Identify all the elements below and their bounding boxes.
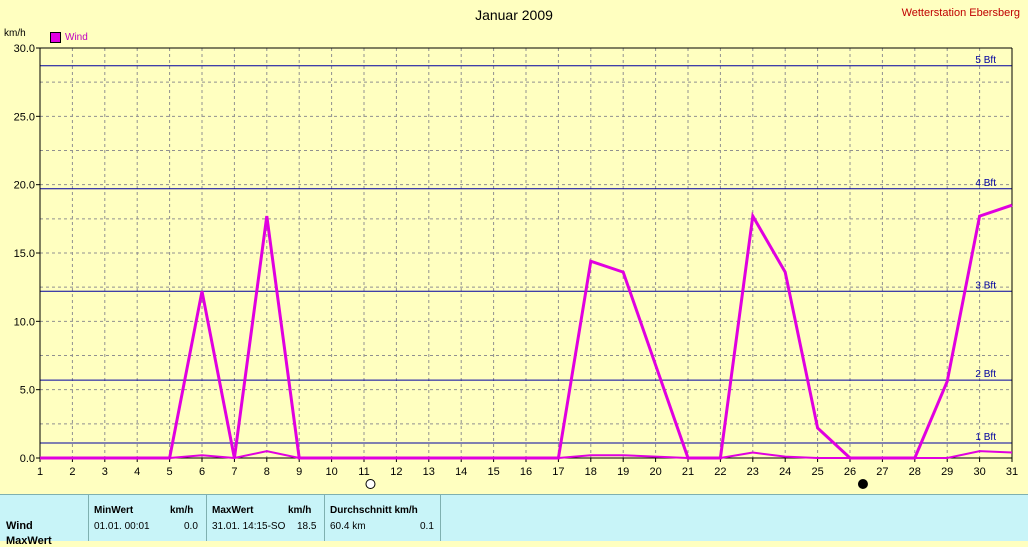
y-tick-label: 5.0 [20, 385, 35, 397]
legend-swatch [50, 32, 61, 43]
x-tick-label: 31 [1006, 466, 1018, 478]
x-tick-label: 2 [69, 466, 75, 478]
max-date: 31.01. 14:15-SO [212, 521, 286, 532]
y-axis-unit: km/h [4, 28, 26, 39]
series-line [40, 450, 1013, 460]
x-tick-label: 30 [973, 466, 985, 478]
legend-label: Wind [65, 32, 88, 43]
header-maxwert: MaxWert [212, 505, 254, 516]
max-value: 18.5 [297, 521, 317, 532]
x-tick-label: 10 [325, 466, 337, 478]
header-minwert: MinWert [94, 505, 134, 516]
x-tick-label: 16 [520, 466, 532, 478]
x-tick-label: 23 [747, 466, 759, 478]
x-tick-label: 12 [390, 466, 402, 478]
beaufort-label: 2 Bft [975, 369, 996, 380]
total-distance: 60.4 km [330, 521, 366, 532]
x-tick-label: 18 [585, 466, 597, 478]
y-tick-label: 25.0 [14, 111, 35, 123]
x-tick-label: 5 [167, 466, 173, 478]
x-tick-label: 8 [264, 466, 270, 478]
y-tick-label: 30.0 [14, 43, 35, 55]
beaufort-label: 5 Bft [975, 55, 996, 66]
new-moon-icon [857, 479, 868, 489]
full-moon-icon [365, 479, 376, 489]
row-label-wind: Wind [6, 520, 33, 532]
wind-chart: 1 Bft 2 Bft 3 Bft 4 Bft 5 Bft 0.0 5.0 10.0 15.0 2… [14, 43, 1018, 489]
header-min-unit: km/h [170, 505, 194, 516]
x-tick-label: 17 [552, 466, 564, 478]
y-tick-label: 15.0 [14, 248, 35, 260]
x-tick-label: 29 [941, 466, 953, 478]
legend: Wind [50, 32, 88, 43]
x-tick-label: 9 [296, 466, 302, 478]
table-divider [88, 495, 89, 541]
x-tick-label: 14 [455, 466, 467, 478]
min-date: 01.01. 00:01 [94, 521, 150, 532]
row-label-maxwert: MaxWert [6, 535, 52, 547]
x-tick-label: 25 [811, 466, 823, 478]
beaufort-label: 1 Bft [975, 432, 996, 443]
avg-value: 0.1 [420, 521, 434, 532]
x-tick-label: 3 [102, 466, 108, 478]
x-tick-label: 7 [231, 466, 237, 478]
table-divider [324, 495, 325, 541]
header-max-unit: km/h [288, 505, 312, 516]
y-tick-label: 10.0 [14, 316, 35, 328]
station-name: Wetterstation Ebersberg [901, 7, 1020, 19]
beaufort-label: 3 Bft [975, 280, 996, 291]
x-tick-label: 26 [844, 466, 856, 478]
y-tick-label: 0.0 [20, 453, 35, 465]
x-tick-label: 13 [423, 466, 435, 478]
header-durchschnitt: Durchschnitt km/h [330, 505, 418, 516]
x-tick-label: 6 [199, 466, 205, 478]
x-tick-label: 24 [779, 466, 791, 478]
x-tick-label: 1 [37, 466, 43, 478]
x-tick-label: 15 [487, 466, 499, 478]
x-tick-label: 11 [358, 466, 369, 478]
y-tick-label: 20.0 [14, 180, 35, 192]
table-divider [206, 495, 207, 541]
table-divider [440, 495, 441, 541]
x-tick-label: 19 [617, 466, 629, 478]
stats-table: MinWert km/h MaxWert km/h Durchschnitt k… [0, 494, 1028, 547]
x-tick-label: 20 [649, 466, 661, 478]
x-tick-label: 22 [714, 466, 726, 478]
x-tick-label: 4 [134, 466, 140, 478]
x-tick-label: 21 [682, 466, 694, 478]
chart-title: Januar 2009 [475, 7, 553, 23]
beaufort-label: 4 Bft [975, 178, 996, 189]
x-tick-label: 28 [909, 466, 921, 478]
min-value: 0.0 [184, 521, 198, 532]
x-tick-label: 27 [876, 466, 888, 478]
